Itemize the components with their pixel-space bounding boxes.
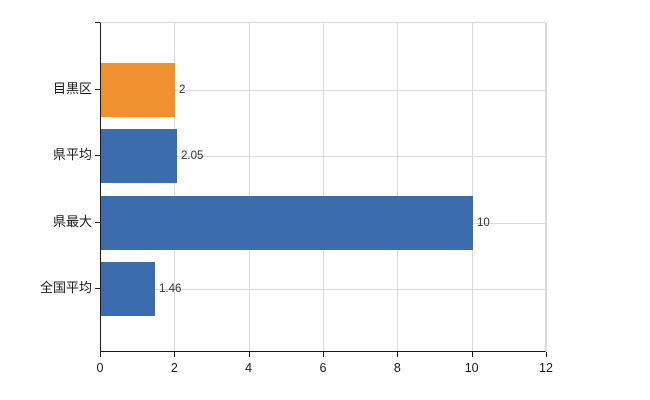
x-tick-label: 4	[245, 361, 253, 375]
x-tick-label: 6	[319, 361, 327, 375]
x-gridline	[248, 23, 250, 351]
x-tick-label: 0	[96, 361, 104, 375]
category-label-2: 県平均	[52, 147, 92, 162]
category-label-3: 県最大	[52, 214, 92, 229]
x-axis-tick	[546, 352, 547, 357]
x-axis-tick	[248, 352, 250, 357]
y-axis-tick	[95, 89, 100, 90]
x-gridline	[174, 23, 176, 351]
bar-value-label: 1.46	[159, 283, 182, 295]
x-tick-label: 10	[464, 361, 479, 375]
bar-value-label: 2.05	[181, 150, 204, 162]
x-tick-label: 12	[539, 361, 553, 375]
y-axis-tick	[95, 155, 100, 156]
y-axis-end-tick	[95, 22, 100, 23]
bar-全国平均	[101, 262, 155, 316]
x-gridline	[397, 23, 399, 351]
y-axis-tick	[95, 222, 100, 223]
bar-value-label: 2	[179, 84, 186, 96]
x-tick-label: 8	[393, 361, 401, 375]
x-axis-tick	[471, 352, 473, 357]
y-axis-tick	[95, 288, 100, 289]
x-gridline	[546, 23, 547, 351]
x-gridline	[471, 23, 473, 351]
x-axis-tick	[174, 352, 176, 357]
x-axis-tick	[100, 352, 101, 357]
category-label-4: 全国平均	[39, 280, 92, 295]
x-axis-tick	[323, 352, 324, 357]
x-axis-tick	[397, 352, 399, 357]
bar-県平均	[101, 129, 177, 183]
plot-area: 2 2.05 10 1.46	[100, 22, 547, 352]
bar-value-label: 10	[477, 217, 490, 229]
y-gridline	[101, 156, 545, 157]
x-gridline	[323, 23, 324, 351]
bar-目黒区	[101, 63, 175, 117]
bar-県最大	[101, 196, 473, 250]
category-label-1: 目黒区	[52, 81, 92, 96]
y-gridline	[101, 289, 545, 290]
x-tick-label: 2	[170, 361, 178, 375]
y-gridline	[101, 90, 545, 91]
